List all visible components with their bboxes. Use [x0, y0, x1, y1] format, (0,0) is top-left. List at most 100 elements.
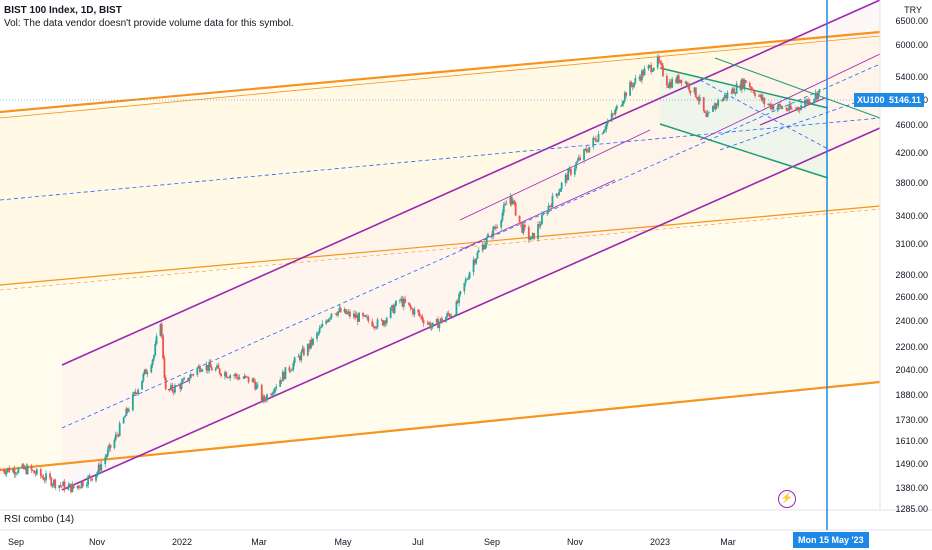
candle-body — [172, 390, 175, 393]
candle-body — [251, 378, 254, 383]
last-price-tag: 5146.11 — [886, 93, 925, 107]
candle-body — [758, 95, 760, 97]
volume-note: Vol: The data vendor doesn't provide vol… — [4, 18, 294, 29]
candle-body — [237, 376, 239, 380]
candle-body — [266, 394, 268, 401]
candle-body — [216, 365, 218, 369]
candle-body — [748, 82, 751, 87]
candle-body — [292, 362, 295, 370]
candle-body — [642, 70, 645, 76]
candle-body — [192, 374, 195, 376]
green-channel-lower — [659, 123, 829, 179]
candle-body — [680, 79, 683, 83]
time-tick-label: Mar — [251, 537, 267, 547]
candle-body — [669, 81, 672, 88]
candle-body — [79, 487, 82, 489]
candle-body — [400, 298, 403, 301]
candle-body — [226, 377, 229, 379]
candle-body — [639, 76, 642, 81]
candle-body — [21, 464, 24, 468]
candle-body — [796, 107, 799, 110]
candle-body — [751, 89, 754, 91]
candle-body — [243, 375, 246, 379]
candle-body — [762, 97, 764, 101]
candle-body — [247, 376, 250, 383]
candle-body — [763, 97, 766, 105]
price-tick-label: 2200.00 — [895, 342, 928, 353]
candle-body — [191, 374, 193, 376]
candle-body — [150, 365, 153, 373]
time-tick-label: 2023 — [649, 537, 671, 547]
candle-body — [454, 314, 457, 316]
candle-body — [789, 104, 792, 109]
candle-body — [566, 174, 568, 181]
time-tick-label: Mar — [720, 537, 736, 547]
candle-body — [814, 92, 817, 99]
candle-body — [283, 371, 286, 380]
candle-body — [448, 314, 451, 317]
price-tick-label: 2800.00 — [895, 269, 928, 280]
candle-body — [413, 309, 416, 315]
candle-body — [733, 88, 735, 94]
time-tick-label: Jul — [412, 537, 424, 547]
candle-body — [8, 467, 11, 473]
candle-body — [742, 79, 745, 89]
candle-body — [815, 92, 818, 100]
price-tick-label: 2600.00 — [895, 291, 928, 302]
candle-body — [467, 278, 470, 280]
candle-body — [264, 399, 267, 401]
candle-body — [234, 374, 237, 376]
price-tick-label: 1380.00 — [895, 482, 928, 493]
candle-body — [629, 82, 631, 96]
lightning-icon[interactable]: ⚡ — [778, 490, 796, 508]
price-tick-label: 3800.00 — [895, 177, 928, 188]
candle-body — [208, 362, 211, 371]
candle-body — [472, 259, 475, 273]
candle-body — [345, 309, 347, 315]
candle-body — [321, 323, 324, 327]
candle-body — [80, 481, 83, 488]
candle-body — [318, 328, 321, 333]
candle-body — [87, 476, 90, 485]
candle-body — [431, 322, 434, 327]
candle-body — [518, 215, 521, 223]
candle-body — [634, 78, 637, 83]
candle-body — [794, 109, 797, 110]
candle-body — [45, 473, 47, 481]
candle-body — [39, 469, 42, 476]
candle-body — [85, 484, 88, 487]
candle-body — [34, 473, 37, 475]
candle-body — [393, 305, 396, 313]
green-channel-top — [714, 57, 881, 119]
candle-body — [502, 205, 505, 213]
candle-body — [300, 352, 303, 361]
candle-body — [684, 82, 687, 83]
candle-body — [30, 465, 33, 471]
candle-body — [577, 157, 580, 161]
candle-body — [383, 320, 385, 326]
candle-body — [614, 108, 617, 114]
candle-body — [180, 381, 183, 389]
candle-body — [564, 174, 567, 183]
candle-body — [358, 312, 361, 322]
candle-body — [530, 236, 533, 240]
candle-body — [95, 475, 97, 481]
rsi-pane-label[interactable]: RSI combo (14) — [4, 514, 75, 525]
candle-body — [189, 374, 192, 379]
candle-body — [501, 212, 504, 221]
candle-body — [606, 121, 609, 124]
purple-channel-upper — [61, 0, 881, 366]
candle-body — [255, 384, 258, 390]
candle-body — [750, 86, 752, 90]
candle-body — [306, 344, 309, 356]
candle-body — [759, 94, 762, 97]
candle-body — [781, 107, 784, 109]
candle-body — [496, 227, 499, 228]
candle-body — [509, 196, 512, 205]
candle-body — [721, 99, 724, 102]
candle-body — [389, 307, 392, 318]
candle-body — [91, 478, 93, 481]
candle-body — [671, 79, 674, 88]
candle-body — [531, 233, 534, 237]
